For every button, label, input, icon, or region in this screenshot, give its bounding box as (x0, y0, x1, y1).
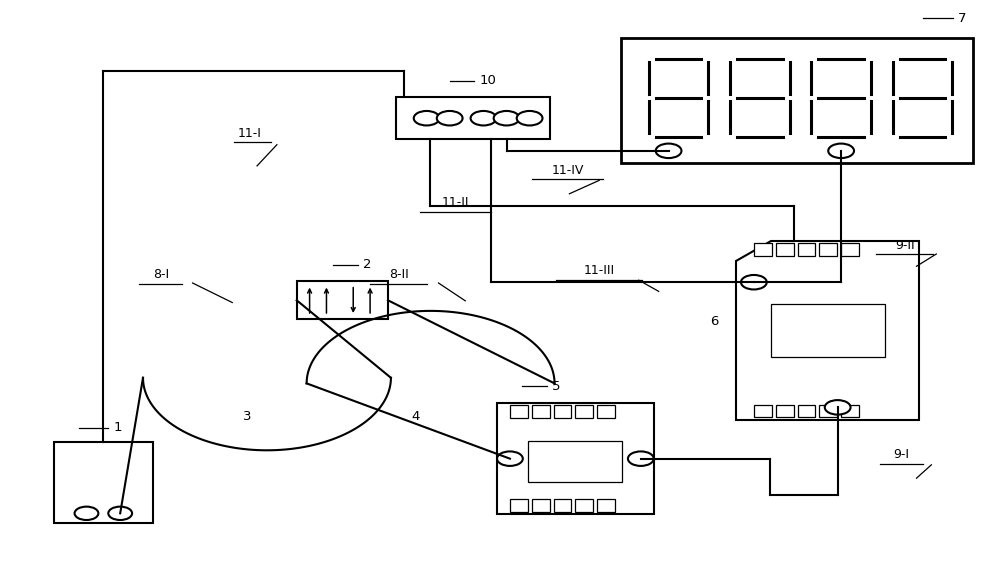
Bar (819, 243, 837, 256)
Bar (510, 499, 528, 512)
Circle shape (825, 400, 851, 415)
Text: 11-IV: 11-IV (551, 164, 584, 177)
Bar (575, 499, 593, 512)
Circle shape (656, 144, 681, 158)
Bar (532, 499, 550, 512)
Text: 1: 1 (113, 422, 122, 435)
Bar (776, 243, 794, 256)
Text: 2: 2 (363, 258, 371, 271)
Circle shape (471, 111, 496, 126)
Bar (528, 440, 622, 482)
Bar (771, 304, 885, 357)
Bar (798, 405, 815, 417)
Text: 8-I: 8-I (153, 268, 169, 281)
Bar (497, 403, 654, 514)
Bar (532, 405, 550, 418)
Circle shape (108, 507, 132, 520)
Circle shape (494, 111, 519, 126)
Bar (554, 499, 571, 512)
Bar (597, 499, 615, 512)
Bar (54, 442, 153, 523)
Text: 10: 10 (479, 74, 496, 87)
Polygon shape (736, 241, 919, 419)
Bar (841, 243, 859, 256)
Circle shape (741, 275, 767, 289)
Bar (819, 405, 837, 417)
Circle shape (497, 452, 523, 466)
Circle shape (828, 144, 854, 158)
Text: 11-II: 11-II (442, 196, 469, 209)
Text: 9-II: 9-II (895, 239, 914, 252)
Bar (841, 405, 859, 417)
Text: 6: 6 (710, 315, 718, 328)
Text: 8-II: 8-II (389, 268, 409, 281)
Bar (798, 243, 815, 256)
Bar (575, 405, 593, 418)
Text: 3: 3 (243, 410, 251, 423)
Circle shape (517, 111, 542, 126)
Circle shape (414, 111, 440, 126)
Text: 11-I: 11-I (237, 127, 261, 140)
Text: 11-III: 11-III (584, 264, 615, 277)
Bar (754, 405, 772, 417)
Bar (396, 97, 550, 139)
Bar (297, 281, 388, 319)
Bar (597, 405, 615, 418)
Bar (754, 243, 772, 256)
Text: 7: 7 (958, 12, 967, 24)
Bar (776, 405, 794, 417)
Circle shape (437, 111, 463, 126)
Circle shape (628, 452, 654, 466)
Circle shape (75, 507, 98, 520)
Text: 9-I: 9-I (894, 448, 910, 461)
Text: 5: 5 (552, 380, 560, 393)
Bar (554, 405, 571, 418)
Bar (510, 405, 528, 418)
Text: 4: 4 (412, 410, 420, 423)
Bar (621, 37, 973, 163)
